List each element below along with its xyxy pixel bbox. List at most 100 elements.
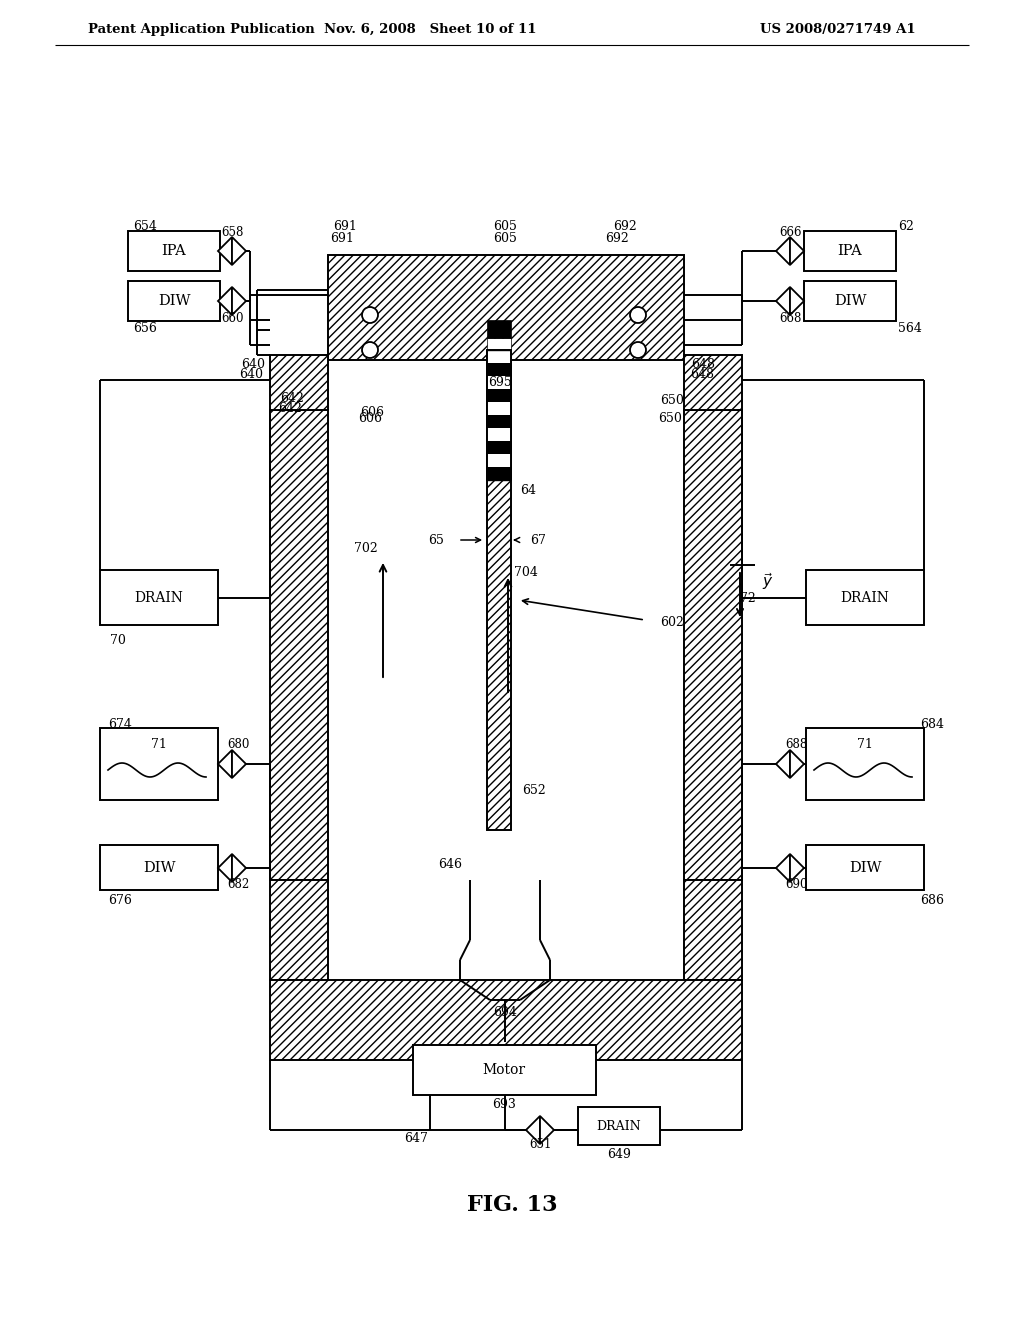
Bar xyxy=(487,467,511,480)
Text: Nov. 6, 2008   Sheet 10 of 11: Nov. 6, 2008 Sheet 10 of 11 xyxy=(324,22,537,36)
Text: 693: 693 xyxy=(493,1098,516,1111)
Text: 72: 72 xyxy=(740,591,756,605)
Text: DIW: DIW xyxy=(849,861,882,875)
Polygon shape xyxy=(232,238,246,265)
Text: 71: 71 xyxy=(857,738,872,751)
Bar xyxy=(487,338,511,356)
Bar xyxy=(270,979,742,1060)
Text: 67: 67 xyxy=(530,533,546,546)
Text: 702: 702 xyxy=(354,541,378,554)
Text: 684: 684 xyxy=(920,718,944,730)
Text: 691: 691 xyxy=(330,231,354,244)
Text: DRAIN: DRAIN xyxy=(134,591,183,605)
Text: 668: 668 xyxy=(779,312,801,325)
Text: 649: 649 xyxy=(607,1148,631,1162)
Polygon shape xyxy=(776,750,790,777)
Text: 65: 65 xyxy=(428,533,444,546)
Text: 692: 692 xyxy=(605,231,629,244)
Text: 648: 648 xyxy=(690,367,714,380)
Text: 695: 695 xyxy=(486,366,510,379)
Bar xyxy=(684,355,742,411)
Text: 694: 694 xyxy=(494,1006,517,1019)
Text: 642: 642 xyxy=(278,401,302,414)
Circle shape xyxy=(362,342,378,358)
Text: 651: 651 xyxy=(528,1138,551,1151)
Text: 650: 650 xyxy=(660,393,684,407)
Text: 652: 652 xyxy=(522,784,546,796)
Text: 674: 674 xyxy=(108,718,132,730)
Text: 640: 640 xyxy=(241,358,265,371)
Bar xyxy=(270,411,328,880)
Text: 564: 564 xyxy=(898,322,922,334)
Text: 660: 660 xyxy=(221,312,244,325)
Bar xyxy=(413,1045,596,1096)
Polygon shape xyxy=(776,286,790,315)
Polygon shape xyxy=(540,1115,554,1144)
Bar xyxy=(487,389,511,403)
Bar xyxy=(487,319,511,338)
Text: IPA: IPA xyxy=(838,244,862,257)
Text: 682: 682 xyxy=(227,879,249,891)
Text: 650: 650 xyxy=(658,412,682,425)
Polygon shape xyxy=(218,854,232,882)
Bar xyxy=(487,350,511,480)
Polygon shape xyxy=(526,1115,540,1144)
Text: 605: 605 xyxy=(494,231,517,244)
Bar xyxy=(806,845,924,890)
Text: DIW: DIW xyxy=(158,294,190,308)
Text: Motor: Motor xyxy=(482,1063,525,1077)
Bar xyxy=(487,356,511,374)
Text: DRAIN: DRAIN xyxy=(841,591,890,605)
Text: 704: 704 xyxy=(514,565,538,578)
Text: DIW: DIW xyxy=(142,861,175,875)
Bar xyxy=(100,729,218,800)
Text: 642: 642 xyxy=(280,392,304,404)
Text: Patent Application Publication: Patent Application Publication xyxy=(88,22,314,36)
Bar xyxy=(487,414,511,428)
Bar xyxy=(128,231,220,271)
Bar xyxy=(487,441,511,454)
Polygon shape xyxy=(776,854,790,882)
Polygon shape xyxy=(218,750,232,777)
Bar xyxy=(100,570,218,624)
Bar xyxy=(487,454,511,467)
Bar xyxy=(270,880,328,979)
Bar xyxy=(487,374,511,392)
Bar xyxy=(578,1107,660,1144)
Bar xyxy=(487,403,511,414)
Text: 688: 688 xyxy=(784,738,807,751)
Text: 692: 692 xyxy=(613,219,637,232)
Bar xyxy=(487,350,511,363)
Polygon shape xyxy=(232,854,246,882)
Polygon shape xyxy=(232,286,246,315)
Text: DIW: DIW xyxy=(834,294,866,308)
Text: 605: 605 xyxy=(494,219,517,232)
Text: 62: 62 xyxy=(898,220,913,234)
Bar xyxy=(100,845,218,890)
Polygon shape xyxy=(218,238,232,265)
Text: 690: 690 xyxy=(784,879,807,891)
Bar xyxy=(487,376,511,389)
Polygon shape xyxy=(790,750,804,777)
Text: 640: 640 xyxy=(239,367,263,380)
Bar xyxy=(487,363,511,376)
Text: 648: 648 xyxy=(691,358,715,371)
Text: IPA: IPA xyxy=(162,244,186,257)
Polygon shape xyxy=(790,854,804,882)
Text: 606: 606 xyxy=(358,412,382,425)
Text: US 2008/0271749 A1: US 2008/0271749 A1 xyxy=(760,22,915,36)
Text: $\vec{y}$: $\vec{y}$ xyxy=(762,572,773,593)
Bar xyxy=(684,880,742,979)
Text: 64: 64 xyxy=(520,483,536,496)
Text: 70: 70 xyxy=(110,634,126,647)
Text: 691: 691 xyxy=(333,219,357,232)
Polygon shape xyxy=(232,750,246,777)
Text: 602: 602 xyxy=(660,616,684,630)
Polygon shape xyxy=(776,238,790,265)
Bar xyxy=(270,355,328,411)
Polygon shape xyxy=(790,286,804,315)
Bar xyxy=(487,360,511,830)
Text: 666: 666 xyxy=(778,226,801,239)
Text: 71: 71 xyxy=(152,738,167,751)
Text: 656: 656 xyxy=(133,322,157,334)
